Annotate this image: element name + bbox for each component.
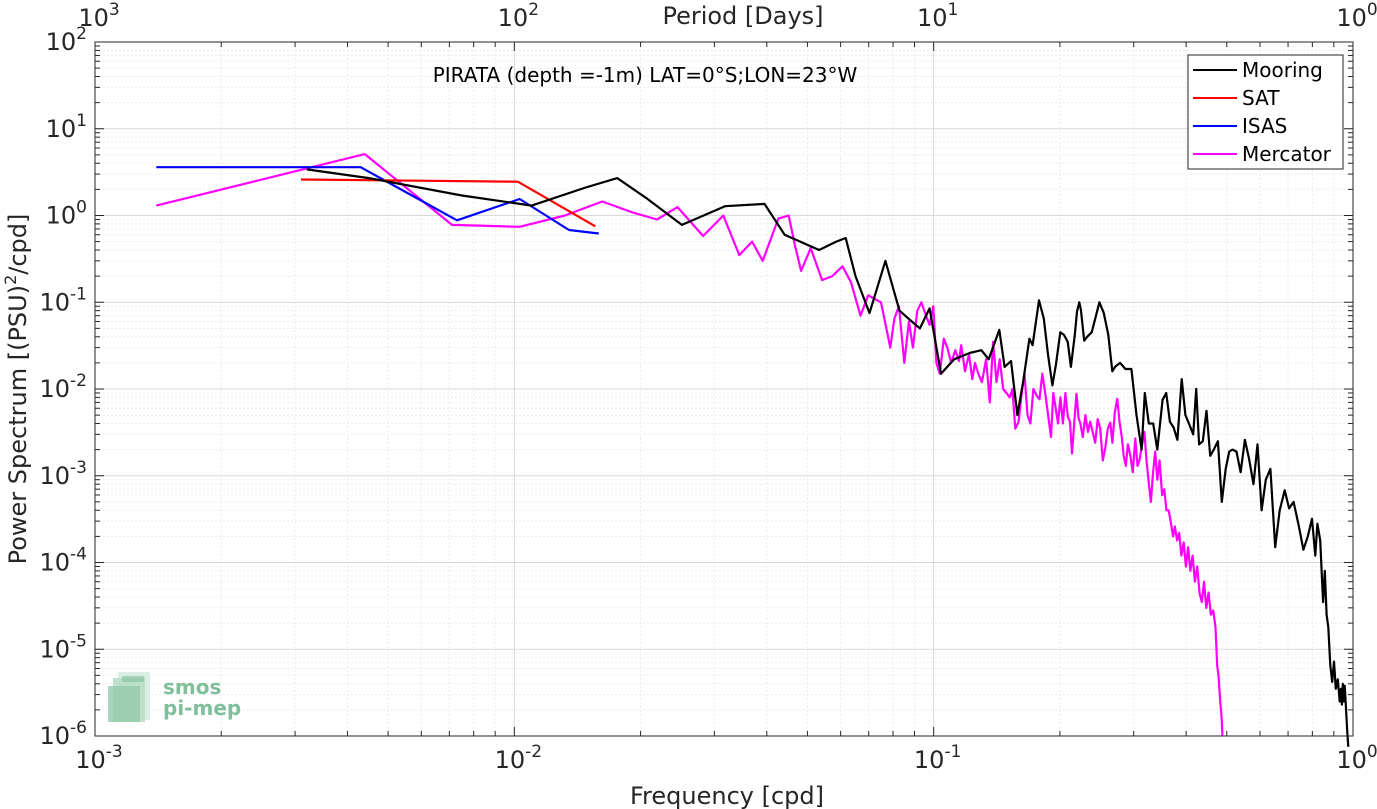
y-tick-labels: 10-6 10-5 10-4 10-3 10-2 10-1 100 101 102 [40, 24, 88, 750]
y-axis-title: Power Spectrum [(PSU)2/cpd] [1, 214, 32, 565]
chart-title: PIRATA (depth =-1m) LAT=0°S;LON=23°W [433, 63, 858, 87]
series-line-mercator [156, 153, 1224, 737]
legend-box [1187, 54, 1344, 170]
y-tick-label: 10-3 [40, 458, 88, 490]
top-tick-label: 101 [917, 0, 958, 32]
series-layer [156, 153, 1350, 747]
y-tick-label: 102 [46, 24, 87, 56]
legend-label-mercator: Mercator [1242, 142, 1332, 166]
logo-icon [108, 672, 150, 722]
axis-ticks [94, 41, 1354, 737]
y-tick-label: 10-2 [40, 371, 88, 403]
series-line-isas [156, 166, 599, 235]
y-tick-label: 10-6 [40, 718, 88, 750]
x-tick-label: 10-3 [75, 742, 123, 774]
y-axis-title-tail: /cpd] [4, 214, 32, 275]
minor-grid [95, 42, 1353, 736]
y-tick-label: 100 [46, 198, 87, 230]
top-tick-label: 103 [78, 0, 119, 32]
legend-label-sat: SAT [1242, 86, 1280, 110]
y-axis-title-main: Power Spectrum [(PSU) [4, 285, 32, 564]
x-tick-label: 10-2 [495, 742, 543, 774]
legend-label-mooring: Mooring [1242, 58, 1323, 82]
x-tick-label: 100 [1336, 742, 1377, 774]
legend-label-isas: ISAS [1242, 114, 1287, 138]
y-axis-title-sup: 2 [1, 275, 20, 285]
y-tick-label: 101 [46, 111, 87, 143]
smos-pi-mep-logo: smos pi-mep [108, 672, 241, 722]
x-tick-labels: 10-3 10-2 10-1 100 [75, 742, 1377, 774]
x-tick-label: 10-1 [914, 742, 962, 774]
series-line-sat [300, 178, 596, 228]
y-tick-label: 10-4 [40, 545, 88, 577]
series-line-mooring [306, 168, 1350, 747]
logo-text-pi-mep: pi-mep [163, 696, 241, 720]
top-axis-title: Period [Days] [662, 2, 823, 30]
logo-text-smos: smos [163, 675, 221, 699]
y-tick-label: 10-5 [40, 631, 88, 663]
top-tick-label: 100 [1336, 0, 1377, 32]
legend: Mooring SAT ISAS Mercator [1187, 54, 1344, 170]
top-tick-labels: 103 102 101 100 [78, 0, 1377, 32]
y-tick-label: 10-1 [40, 284, 88, 316]
x-axis-title: Frequency [cpd] [630, 782, 824, 809]
top-tick-label: 102 [498, 0, 539, 32]
